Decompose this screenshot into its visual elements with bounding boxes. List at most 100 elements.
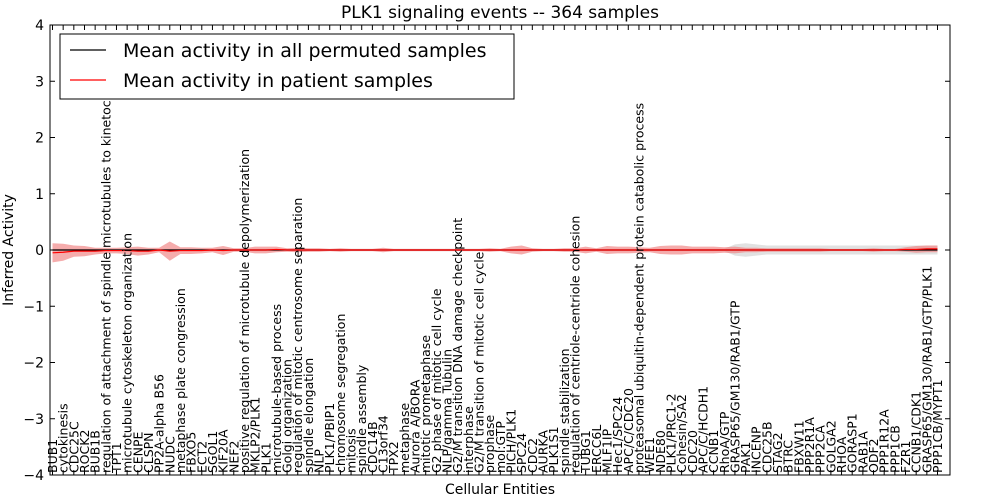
x-category-label: PAK1 — [738, 442, 753, 473]
x-category-label: ERCC6L — [589, 425, 604, 473]
x-category-label: CDC25B — [759, 421, 774, 473]
y-tick-label: −2 — [23, 356, 44, 372]
x-category-label: regulation of centriole-centriole cohesi… — [567, 216, 582, 473]
x-category-label: PPP2CA — [813, 425, 828, 473]
y-axis-label: Inferred Activity — [1, 194, 17, 306]
y-axis-ticks: 4 3 2 1 0 −1 −2 −3 −4 — [23, 18, 950, 484]
plot-area-frame — [49, 24, 951, 476]
legend-box — [59, 33, 515, 100]
x-category-label: Hec1/SPC24 — [610, 397, 625, 473]
x-category-label: microtubule cytoskeleton organization — [120, 233, 135, 473]
legend-label-patient: Mean activity in patient samples — [123, 70, 433, 92]
x-category-label: CDC2 — [525, 438, 540, 473]
x-category-label: Cohesin/SA2 — [674, 394, 689, 473]
x-category-label: BUB1 — [45, 439, 60, 473]
x-category-label: positive regulation of microtubule depol… — [237, 149, 252, 473]
x-category-label: MKLP2/PLK1 — [248, 397, 263, 473]
x-category-label: SGOL1 — [205, 431, 220, 473]
x-category-label: PPP1R12A — [877, 409, 892, 473]
x-category-label: NDE80 — [653, 430, 668, 473]
y-tick-label: −1 — [23, 299, 44, 315]
x-category-label: TUBG1 — [578, 430, 593, 474]
y-tick-label: 0 — [35, 243, 44, 259]
x-category-label: GORASP1 — [845, 413, 860, 473]
x-axis-label: Cellular Entities — [445, 482, 555, 498]
x-category-label: AURKA — [535, 430, 550, 473]
x-category-label: TPT1 — [109, 442, 124, 474]
y-tick-label: 1 — [35, 187, 44, 203]
x-category-label: ECT2 — [194, 441, 209, 473]
x-category-label: INCENP — [749, 426, 764, 473]
x-category-label: Aurora A/BORA — [408, 379, 423, 473]
x-category-label: PP2A-alpha B56 — [152, 374, 167, 473]
x-category-label: NLP/gamma Tubulin — [440, 349, 455, 473]
y-tick-label: −4 — [23, 468, 44, 484]
x-category-label: CENPE — [130, 431, 145, 473]
x-category-label: PLK1/PRC1-2 — [663, 393, 678, 473]
x-category-label: GOLGA2 — [823, 420, 838, 473]
x-category-label: PICH/PLK1 — [503, 409, 518, 473]
x-category-label: interphase — [461, 406, 476, 473]
x-category-label: ROCK2 — [77, 430, 92, 473]
x-category-label: PLK1/PBIP1 — [322, 403, 337, 473]
legend-label-permuted: Mean activity in all permuted samples — [123, 40, 486, 62]
x-category-label: G2/M transition of mitotic cell cycle — [472, 251, 487, 473]
series-line-patient — [52, 248, 938, 254]
x-category-label: WEE1 — [642, 437, 657, 473]
x-category-label: NEF2 — [226, 441, 241, 473]
x-category-label: CDC20 — [685, 430, 700, 473]
x-category-label: PLK1 — [258, 442, 273, 473]
x-category-label: metaphase plate congression — [173, 288, 188, 473]
series-lines — [52, 248, 938, 254]
x-category-label: proteasomal ubiquitin-dependent protein … — [631, 103, 646, 473]
x-category-label: RhoA/GTP — [717, 411, 732, 473]
x-category-label: GRASP65/GM130/RAB1/GTP — [727, 300, 742, 473]
x-category-label: MLF1IP — [599, 428, 614, 473]
x-category-label: CDC25C — [66, 421, 81, 473]
x-category-label: BTRC — [781, 440, 796, 473]
x-category-label: regulation of attachment of spindle micr… — [98, 72, 113, 473]
x-category-label: FBXW11 — [791, 420, 806, 473]
x-category-label: CCNB1 — [706, 430, 721, 473]
x-category-label: BUB1B — [88, 430, 103, 473]
x-category-label: cytokinesis — [56, 403, 71, 473]
y-tick-label: 3 — [35, 74, 44, 90]
x-category-label: CDC14B — [365, 421, 380, 473]
x-category-label: G2/M transition DNA damage checkpoint — [450, 218, 465, 473]
x-category-label: C13orf34 — [376, 415, 391, 473]
x-category-label: APC/C/HCDH1 — [695, 386, 710, 473]
x-category-label: prophase — [482, 415, 497, 473]
x-category-label: TPX2 — [386, 441, 401, 474]
x-category-label: SPC24 — [514, 433, 529, 473]
x-category-label: KIF20A — [216, 429, 231, 473]
x-category-label: FBXO5 — [184, 432, 199, 473]
x-category-label: ODF2 — [866, 438, 881, 473]
confidence-band-patient — [52, 241, 938, 263]
x-category-label: PPP1CB/MYPT1 — [930, 379, 945, 473]
x-category-label: PPP2R1A — [802, 417, 817, 473]
x-category-label: spindle elongation — [301, 358, 316, 473]
x-axis-category-labels: BUB1cytokinesisCDC25CROCK2BUB1Bregulatio… — [45, 25, 945, 475]
chart-title: PLK1 signaling events -- 364 samples — [341, 3, 659, 23]
x-category-label: spindle assembly — [354, 364, 369, 473]
x-category-label: APC/C/CDC20 — [621, 388, 636, 473]
x-category-label: PPP1CB — [887, 425, 902, 473]
x-category-label: NLP — [312, 449, 327, 473]
x-category-label: GRASP65/GM130/RAB1/GTP/PLK1 — [919, 266, 934, 473]
x-category-label: STAG2 — [770, 432, 785, 473]
x-category-label: CCNB1/CDK1 — [909, 391, 924, 473]
x-category-label: RAB1A — [855, 431, 870, 473]
x-category-label: microtubule-based process — [269, 304, 284, 473]
y-tick-label: 4 — [35, 18, 44, 34]
x-category-label: FZR1 — [898, 441, 913, 473]
x-category-label: mitosis — [344, 428, 359, 473]
x-category-label: mitotic prometaphase — [418, 335, 433, 473]
x-category-label: Golgi organization — [280, 359, 295, 473]
x-category-label: PLK1S1 — [546, 426, 561, 473]
x-category-label: RHOA — [834, 436, 849, 473]
x-category-label: G2 phase of mitotic cell cycle — [429, 288, 444, 473]
x-category-label: chromosome segregation — [333, 314, 348, 473]
legend: Mean activity in all permuted samples Me… — [59, 33, 515, 100]
x-category-label: mol:GTP — [493, 421, 508, 473]
